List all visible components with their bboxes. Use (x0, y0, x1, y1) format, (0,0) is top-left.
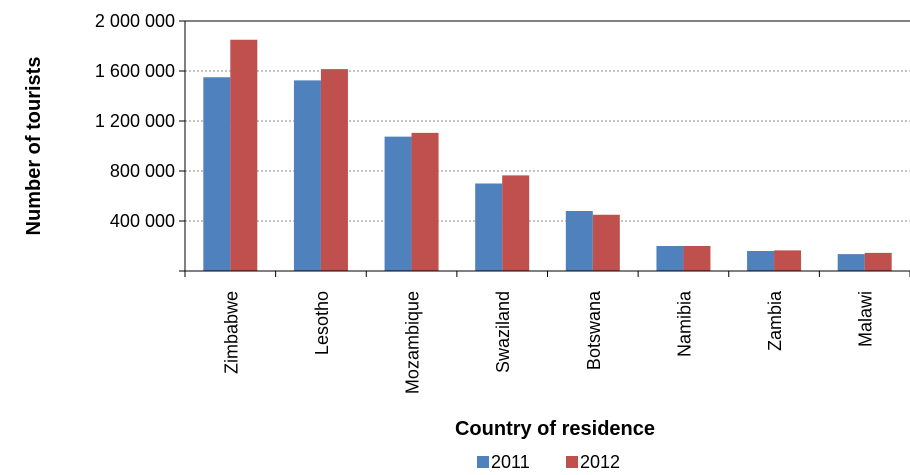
bar-2011-mozambique (384, 136, 412, 271)
legend-label-2012: 2012 (580, 452, 620, 472)
bar-2011-zimbabwe (203, 77, 231, 271)
y-tick-label: 2 000 000 (95, 11, 175, 31)
legend: 2011 2012 (477, 452, 620, 472)
legend-swatch-2011 (477, 456, 489, 468)
axes (179, 20, 910, 277)
bar-2011-zambia (747, 251, 775, 271)
y-tick-label: 1 200 000 (95, 111, 175, 131)
x-tick-label: Namibia (674, 290, 694, 357)
bar-2011-botswana (565, 211, 593, 271)
bar-2011-lesotho (293, 80, 321, 271)
x-tick-label: Zambia (765, 290, 785, 351)
bar-2012-swaziland (502, 175, 530, 271)
x-tick-label: Botswana (584, 290, 604, 370)
bar-2012-mozambique (411, 132, 439, 271)
y-axis-title: Number of tourists (23, 57, 45, 236)
bar-2011-malawi (837, 254, 865, 271)
x-tick-label: Malawi (856, 291, 876, 347)
x-tick-label: Mozambique (403, 291, 423, 394)
legend-swatch-2012 (566, 456, 578, 468)
gridlines (185, 20, 910, 222)
y-tick-label: 1 600 000 (95, 61, 175, 81)
y-tick-label: 800 000 (110, 161, 175, 181)
bar-2012-zambia (774, 250, 802, 271)
bar-2012-zimbabwe (230, 39, 258, 271)
bar-2011-namibia (656, 246, 684, 271)
bar-2011-swaziland (475, 183, 503, 271)
bar-2012-namibia (683, 246, 711, 271)
y-tick-label: 400 000 (110, 211, 175, 231)
x-tick-label: Swaziland (493, 291, 513, 373)
x-tick-label: Zimbabwe (221, 291, 241, 374)
bar-2012-botswana (592, 214, 620, 271)
bar-2012-malawi (864, 252, 892, 271)
x-tick-labels: Zimbabwe Lesotho Mozambique Swaziland Botswa… (221, 290, 875, 394)
bars (203, 39, 892, 271)
legend-label-2011: 2011 (491, 452, 530, 472)
x-axis-title: Country of residence (455, 418, 655, 440)
bar-2012-lesotho (320, 69, 348, 271)
x-tick-label: Lesotho (312, 291, 332, 355)
y-tick-labels: 400 000 800 000 1 200 000 1 600 000 2 000 00… (95, 11, 175, 231)
